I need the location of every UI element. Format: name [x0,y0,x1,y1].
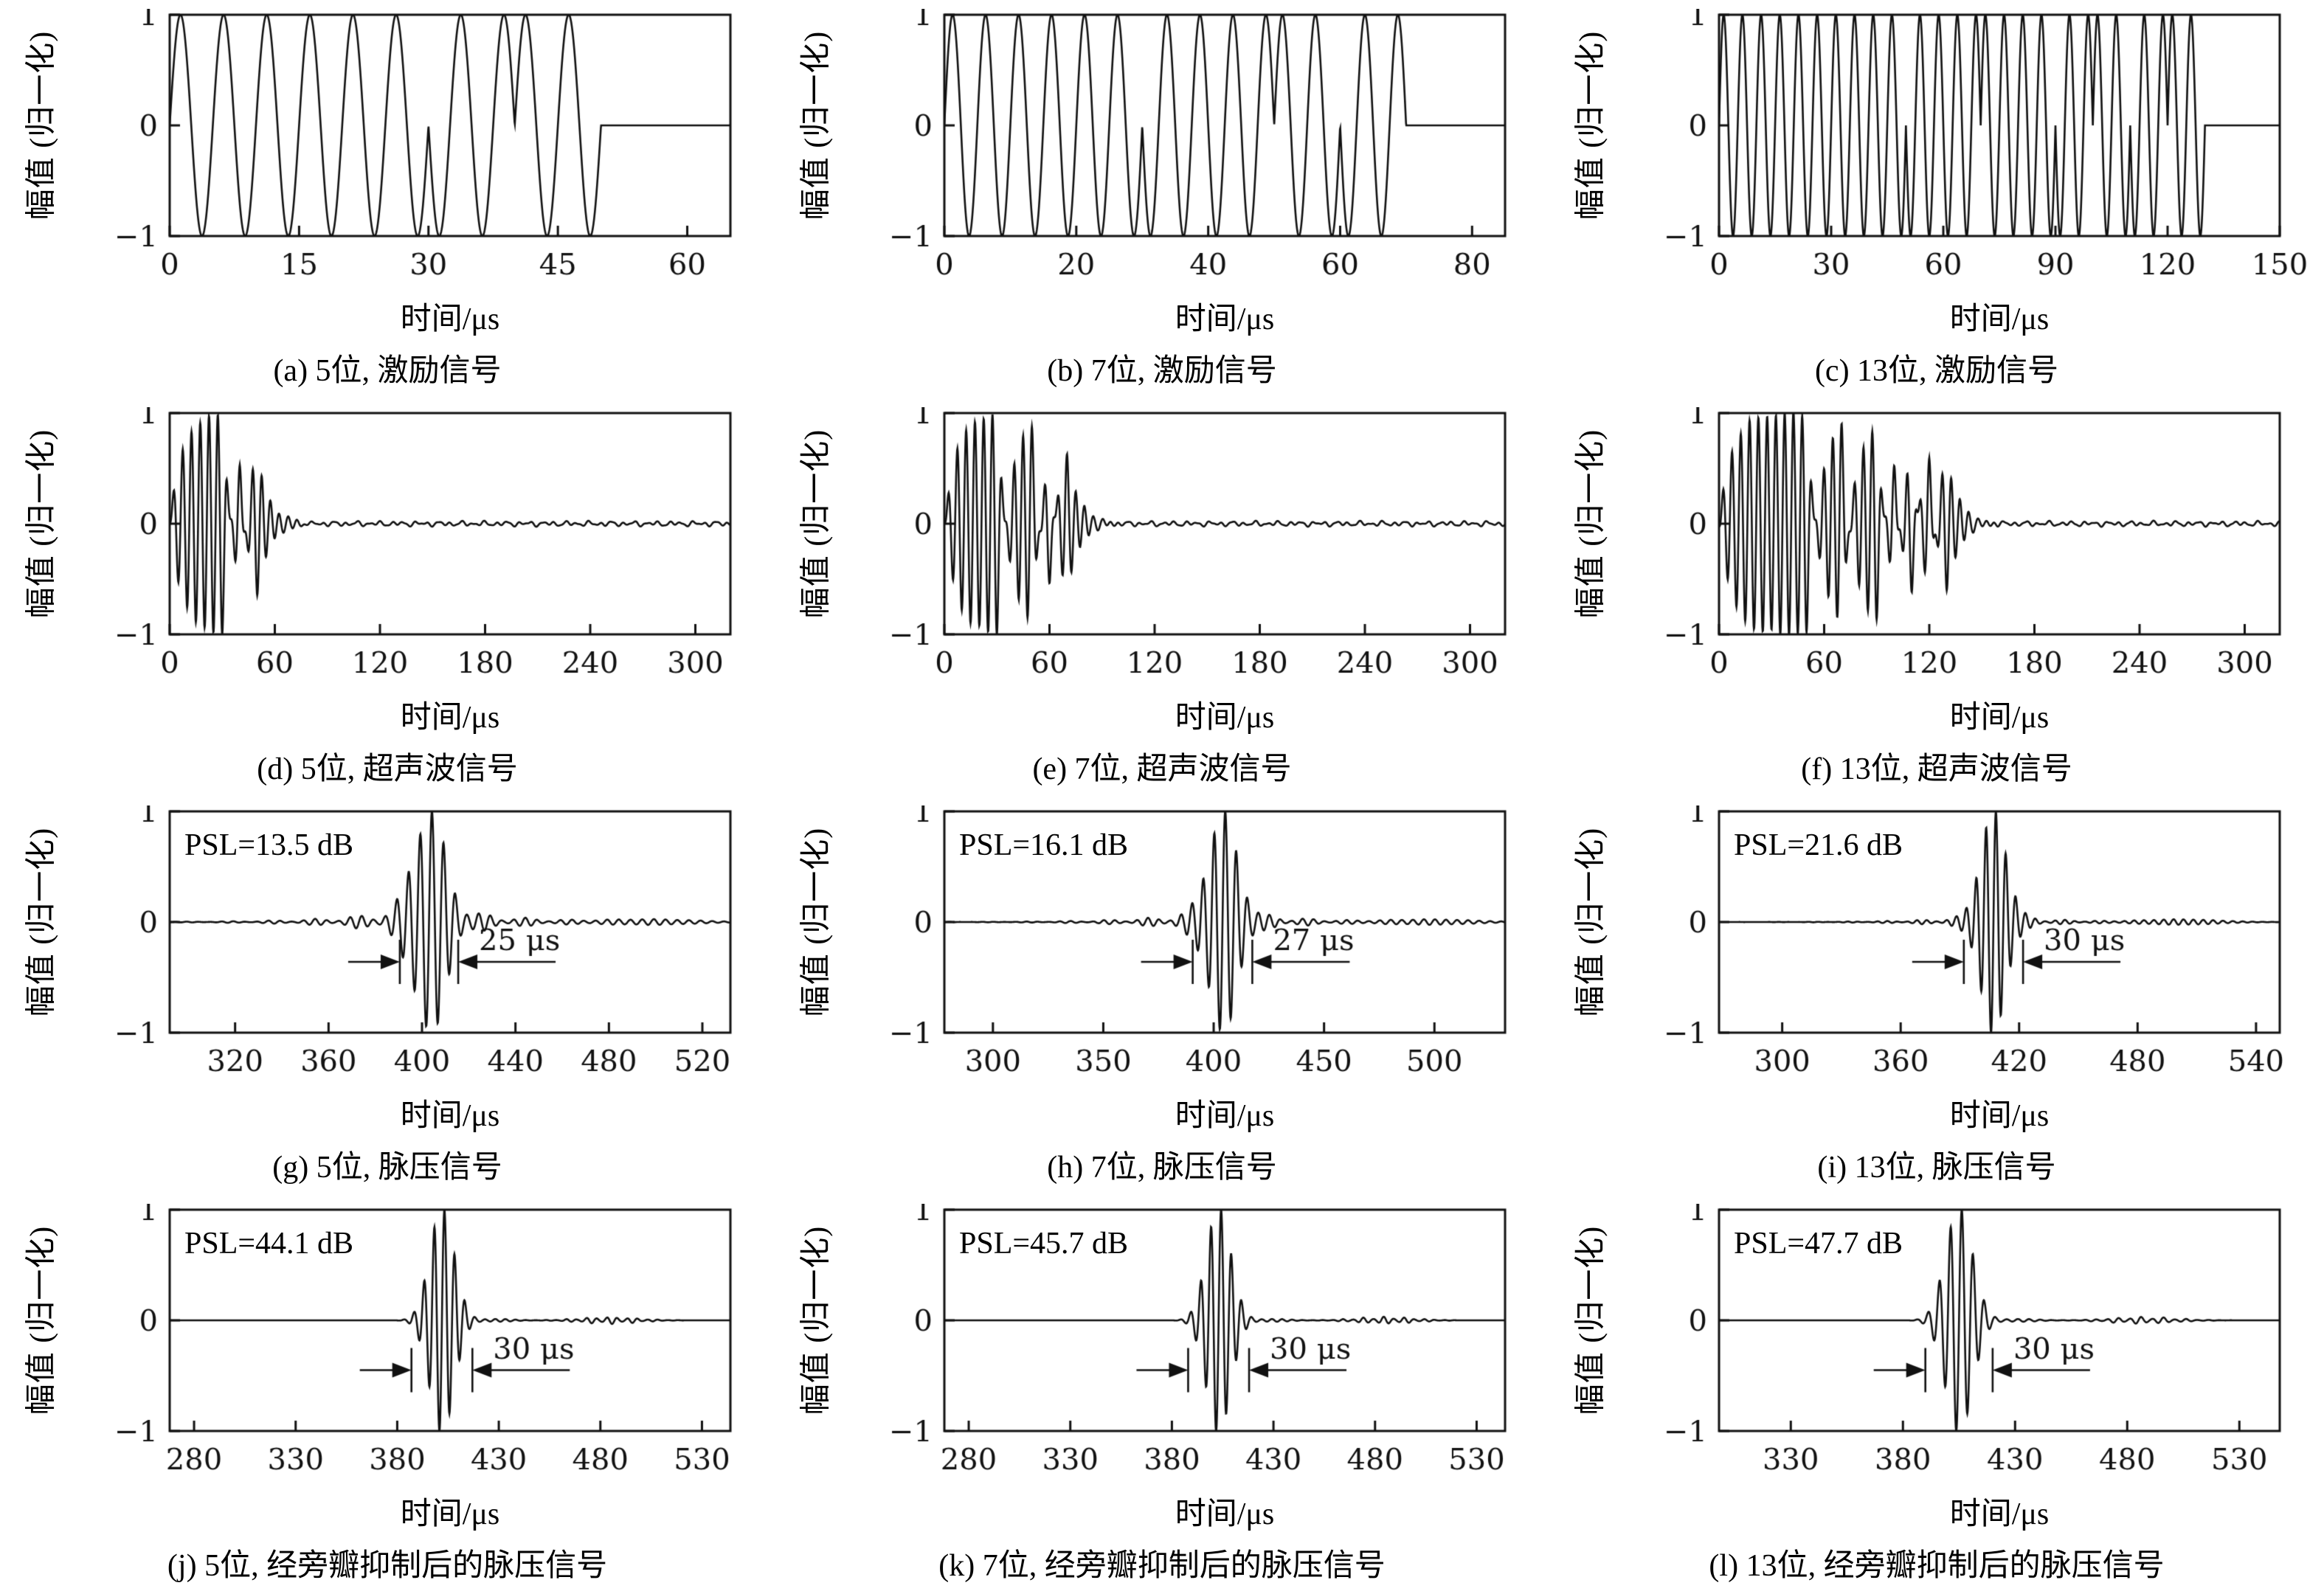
subplot-a: 幅值 (归一化) 时间/μs (a) 5位, 激励信号 [0,0,775,398]
waveform-plot-i [1601,805,2309,1098]
x-axis-label: 时间/μs [1949,1497,2050,1531]
waveform-plot-f [1601,407,2309,699]
subplot-h: 幅值 (归一化) PSL=16.1 dB 时间/μs (h) 7位, 脉压信号 [775,797,1549,1195]
x-axis-label: 时间/μs [1175,701,1275,735]
subplot-l: 幅值 (归一化) PSL=47.7 dB 时间/μs (l) 13位, 经旁瓣抑… [1549,1195,2324,1593]
waveform-plot-b [826,9,1535,301]
subplot-i: 幅值 (归一化) PSL=21.6 dB 时间/μs (i) 13位, 脉压信号 [1549,797,2324,1195]
waveform-plot-a [52,9,760,301]
psl-value-label: PSL=47.7 dB [1734,1227,1903,1261]
subplot-caption: (l) 13位, 经旁瓣抑制后的脉压信号 [1709,1549,2165,1583]
psl-value-label: PSL=21.6 dB [1734,828,1903,862]
subplot-caption: (c) 13位, 激励信号 [1814,354,2059,388]
x-axis-label: 时间/μs [1949,302,2050,336]
subplot-f: 幅值 (归一化) 时间/μs (f) 13位, 超声波信号 [1549,398,2324,797]
psl-value-label: PSL=13.5 dB [184,828,354,862]
subplot-d: 幅值 (归一化) 时间/μs (d) 5位, 超声波信号 [0,398,775,797]
subplot-caption: (k) 7位, 经旁瓣抑制后的脉压信号 [938,1549,1386,1583]
subplot-caption: (f) 13位, 超声波信号 [1801,752,2072,786]
x-axis-label: 时间/μs [1949,701,2050,735]
x-axis-label: 时间/μs [400,1099,500,1133]
waveform-plot-d [52,407,760,699]
subplot-caption: (h) 7位, 脉压信号 [1047,1151,1277,1185]
subplot-b: 幅值 (归一化) 时间/μs (b) 7位, 激励信号 [775,0,1549,398]
subplot-caption: (i) 13位, 脉压信号 [1817,1151,2056,1185]
subplot-caption: (e) 7位, 超声波信号 [1032,752,1292,786]
waveform-plot-h [826,805,1535,1098]
x-axis-label: 时间/μs [1175,1497,1275,1531]
subplot-k: 幅值 (归一化) PSL=45.7 dB 时间/μs (k) 7位, 经旁瓣抑制… [775,1195,1549,1593]
x-axis-label: 时间/μs [400,701,500,735]
subplot-caption: (j) 5位, 经旁瓣抑制后的脉压信号 [167,1549,608,1583]
waveform-plot-j [52,1204,760,1496]
x-axis-label: 时间/μs [1175,302,1275,336]
subplot-e: 幅值 (归一化) 时间/μs (e) 7位, 超声波信号 [775,398,1549,797]
x-axis-label: 时间/μs [1175,1099,1275,1133]
waveform-plot-e [826,407,1535,699]
waveform-plot-c [1601,9,2309,301]
subplot-c: 幅值 (归一化) 时间/μs (c) 13位, 激励信号 [1549,0,2324,398]
psl-value-label: PSL=16.1 dB [959,828,1129,862]
psl-value-label: PSL=45.7 dB [959,1227,1129,1261]
subplot-j: 幅值 (归一化) PSL=44.1 dB 时间/μs (j) 5位, 经旁瓣抑制… [0,1195,775,1593]
waveform-plot-g [52,805,760,1098]
subplot-caption: (g) 5位, 脉压信号 [272,1151,502,1185]
x-axis-label: 时间/μs [1949,1099,2050,1133]
x-axis-label: 时间/μs [400,1497,500,1531]
subplot-caption: (b) 7位, 激励信号 [1047,354,1277,388]
x-axis-label: 时间/μs [400,302,500,336]
psl-value-label: PSL=44.1 dB [184,1227,354,1261]
subplot-caption: (a) 5位, 激励信号 [273,354,502,388]
subplot-g: 幅值 (归一化) PSL=13.5 dB 时间/μs (g) 5位, 脉压信号 [0,797,775,1195]
waveform-plot-k [826,1204,1535,1496]
waveform-plot-l [1601,1204,2309,1496]
subplot-caption: (d) 5位, 超声波信号 [257,752,518,786]
